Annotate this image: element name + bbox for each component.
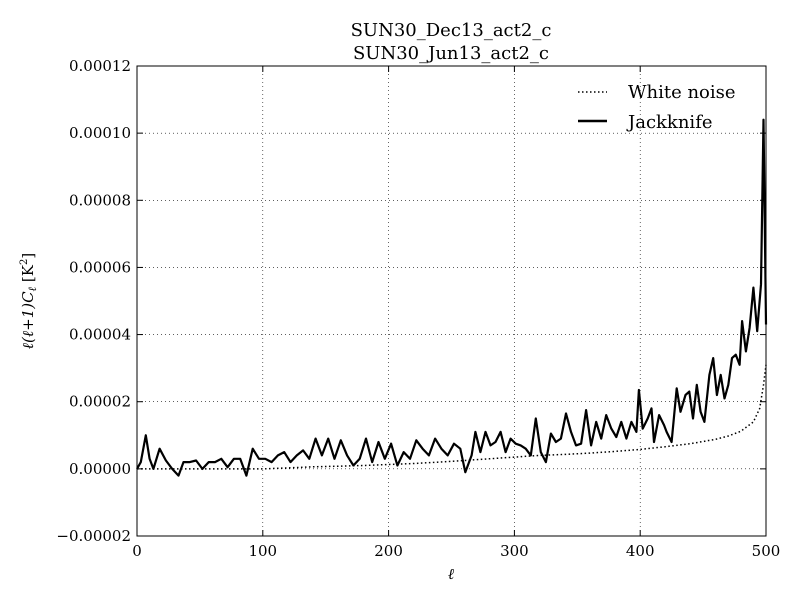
x-tick-label: 0 (132, 542, 142, 560)
y-tick-label: 0.00000 (69, 460, 131, 478)
y-axis-label-prefix: ℓ(ℓ+1) (19, 303, 37, 349)
x-tick-label: 200 (374, 542, 403, 560)
chart-title-line-2: SUN30_Jun13_act2_c (353, 43, 549, 64)
y-axis-label-c: C (19, 291, 37, 303)
grid-lines (137, 66, 766, 536)
y-tick-label: 0.00004 (69, 326, 131, 344)
x-axis-label: ℓ (448, 565, 454, 583)
y-tick-label: 0.00006 (69, 258, 131, 276)
legend-label-white-noise: White noise (628, 82, 736, 103)
y-tick-label: −0.00002 (56, 527, 131, 545)
y-axis-label: ℓ(ℓ+1)Cℓ [K2] (19, 253, 39, 349)
y-tick-label: 0.00002 (69, 393, 131, 411)
y-tick-label: 0.00008 (69, 191, 131, 209)
y-axis-label-close: ] (19, 253, 37, 259)
x-tick-label: 500 (752, 542, 781, 560)
plot-series (136, 118, 768, 477)
series-line-jackknife (136, 118, 768, 477)
x-tick-label: 400 (626, 542, 655, 560)
y-axis-label-unit: [K (19, 264, 37, 287)
axis-ticks: 0 100 200 300 400 500 −0.00002 0.00000 0.00002 0.… (56, 57, 780, 560)
y-tick-label: 0.00010 (69, 124, 131, 142)
legend-label-jackknife: Jackknife (626, 112, 713, 133)
plot-area-frame (136, 65, 767, 537)
y-axis-label-superscript: 2 (19, 259, 30, 265)
y-tick-label: 0.00012 (69, 57, 131, 75)
y-axis-label-subscript: ℓ (26, 286, 39, 291)
chart-title-line-1: SUN30_Dec13_act2_c (351, 20, 552, 41)
legend: White noise Jackknife (578, 82, 736, 133)
x-tick-label: 300 (500, 542, 529, 560)
series-line-white-noise (137, 364, 767, 470)
x-tick-label: 100 (248, 542, 277, 560)
